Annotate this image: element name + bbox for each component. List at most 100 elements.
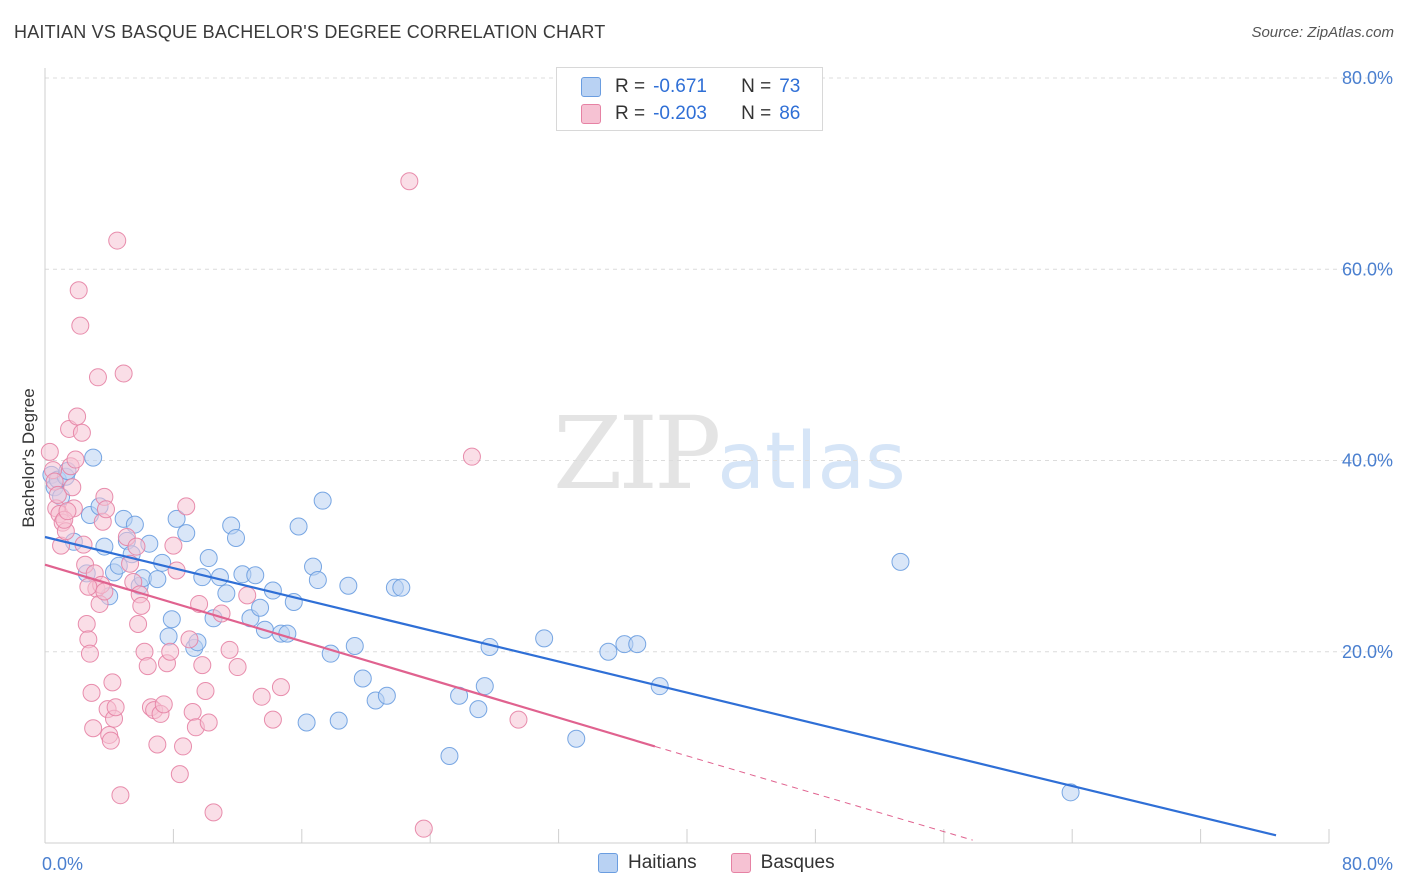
n-value: 73: [779, 76, 801, 97]
basque-point-73: [252, 687, 271, 706]
tick-labels: 80.0% 60.0% 40.0% 20.0% 0.0% 80.0%: [42, 68, 1393, 874]
basque-point-60: [177, 497, 196, 516]
basque-point-64: [190, 594, 209, 613]
series-basques: [40, 172, 528, 838]
haitians-trend-line: [44, 535, 1277, 837]
basque-point-48: [138, 657, 157, 676]
basque-point-0: [40, 442, 59, 461]
basque-point-71: [228, 658, 247, 677]
basque-point-24: [84, 719, 103, 738]
basque-point-75: [271, 678, 290, 697]
haitian-point-55: [353, 669, 372, 688]
legend-row-basques: R = -0.203 N = 86: [581, 101, 800, 127]
basques-swatch: [581, 104, 601, 124]
haitian-point-54: [345, 637, 364, 656]
basque-point-23: [82, 683, 101, 702]
source-note: Source: ZipAtlas.com: [1251, 24, 1394, 41]
basque-point-51: [148, 735, 167, 754]
haitian-point-36: [226, 528, 245, 547]
haitian-point-39: [246, 566, 265, 585]
basque-point-58: [170, 765, 189, 784]
haitian-point-26: [167, 509, 186, 528]
legend-label-basques: Basques: [760, 852, 835, 873]
haitian-point-47: [297, 713, 316, 732]
haitian-point-71: [891, 552, 910, 571]
r-value: -0.671: [653, 76, 707, 97]
basque-point-67: [199, 713, 218, 732]
legend-row-haitians: R = -0.671 N = 73: [581, 74, 800, 100]
basque-point-17: [72, 423, 91, 442]
x-tick-label-1: 80.0%: [1342, 854, 1393, 874]
basques-trend-line: [44, 563, 656, 748]
watermark: ZIPatlas: [553, 395, 906, 512]
basque-point-38: [108, 231, 127, 250]
basque-point-65: [193, 656, 212, 675]
haitian-point-62: [469, 700, 488, 719]
basque-point-20: [77, 615, 96, 634]
haitian-point-46: [289, 517, 308, 536]
r-value: -0.203: [653, 103, 707, 124]
y-tick-label-1: 60.0%: [1342, 259, 1393, 279]
grid-lines: [45, 77, 1392, 653]
legend-item-haitians: Haitians: [598, 852, 697, 874]
basque-point-36: [103, 673, 122, 692]
basque-point-85: [129, 615, 148, 634]
watermark-zip: ZIP: [553, 395, 721, 512]
basques-trend-extension: [654, 745, 973, 841]
y-tick-label-0: 80.0%: [1342, 68, 1393, 88]
y-tick-label-2: 40.0%: [1342, 451, 1393, 471]
chart-title: HAITIAN VS BASQUE BACHELOR'S DEGREE CORR…: [14, 22, 606, 42]
haitian-point-57: [377, 686, 396, 705]
basque-point-14: [68, 407, 87, 426]
haitian-point-31: [199, 549, 218, 568]
basque-point-61: [180, 630, 199, 649]
x-tick-label-0: 0.0%: [42, 854, 83, 874]
series-haitians: [42, 448, 1080, 802]
axes: [44, 68, 1330, 844]
basque-point-84: [106, 698, 125, 717]
basque-point-53: [154, 695, 173, 714]
basque-point-4: [48, 485, 67, 504]
haitians-swatch: [598, 853, 618, 873]
basque-point-35: [101, 731, 120, 750]
haitian-point-60: [440, 746, 459, 765]
haitian-point-53: [339, 576, 358, 595]
n-label: N =: [741, 103, 772, 124]
haitian-point-67: [599, 642, 618, 661]
basque-point-68: [204, 803, 223, 822]
r-label: R =: [615, 76, 646, 97]
basque-point-83: [95, 582, 114, 601]
basque-point-78: [462, 447, 481, 466]
basques-swatch: [730, 853, 751, 873]
basque-point-44: [127, 537, 146, 556]
basque-point-39: [111, 786, 130, 805]
haitians-swatch: [581, 77, 601, 97]
haitian-point-72: [1061, 783, 1080, 802]
basque-point-70: [220, 640, 239, 659]
basque-point-16: [71, 316, 90, 335]
haitian-point-25: [162, 610, 181, 629]
basque-point-76: [400, 172, 419, 191]
series-legend: Haitians Basques: [598, 852, 869, 874]
haitian-point-52: [329, 711, 348, 730]
basque-point-32: [96, 500, 115, 519]
basque-point-62: [183, 702, 202, 721]
trend-lines: [44, 535, 1277, 841]
basque-point-81: [58, 502, 77, 521]
basque-point-13: [66, 450, 85, 469]
basque-point-15: [69, 281, 88, 300]
legend-item-basques: Basques: [730, 852, 835, 874]
basque-point-11: [63, 478, 82, 497]
basque-point-59: [174, 737, 193, 756]
haitian-point-27: [177, 524, 196, 543]
watermark-atlas: atlas: [717, 417, 906, 507]
haitian-point-34: [217, 584, 236, 603]
haitian-point-49: [308, 571, 327, 590]
haitian-point-9: [84, 448, 103, 467]
basque-point-46: [132, 596, 151, 615]
basque-point-22: [80, 644, 99, 663]
basque-point-40: [114, 364, 133, 383]
basque-point-27: [88, 368, 107, 387]
n-label: N =: [741, 76, 772, 97]
